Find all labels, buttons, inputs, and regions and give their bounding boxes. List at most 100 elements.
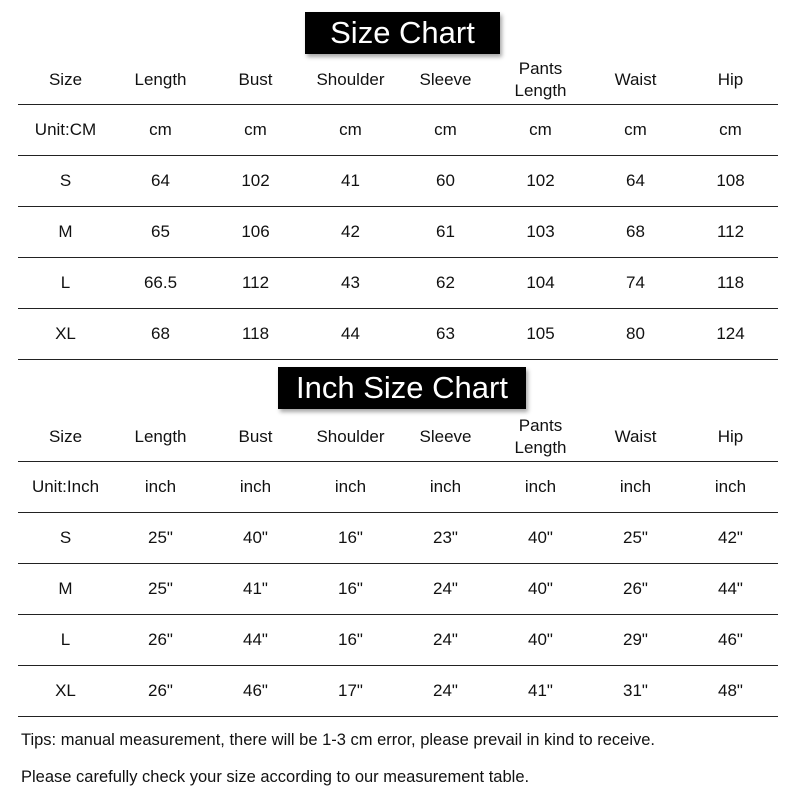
column-header: Pants Length: [514, 58, 567, 100]
inch-size-table: Size Length Bust Shoulder Sleeve Pants Length…: [18, 412, 778, 717]
table-row: XL 68 118 44 63 105 80 124: [18, 309, 778, 360]
table-cell: 41: [341, 171, 360, 190]
table-cell: 40": [528, 579, 553, 598]
table-cell: 26": [148, 630, 173, 649]
table-cell: 64: [626, 171, 645, 190]
table-cell: 68: [151, 324, 170, 343]
column-header: Shoulder: [316, 69, 385, 89]
size-label: Unit:Inch: [31, 477, 100, 496]
table-cell: 40": [528, 630, 553, 649]
table-cell: cm: [529, 120, 552, 139]
table-cell: 26": [148, 681, 173, 700]
column-header: Hip: [717, 69, 744, 89]
table-cell: 24": [433, 579, 458, 598]
tip-measurement-error: Tips: manual measurement, there will be …: [21, 731, 656, 749]
table-cell: inch: [239, 477, 272, 496]
column-header: Sleeve: [419, 69, 472, 89]
table-cell: 23": [433, 528, 458, 547]
table-row: M 25" 41" 16" 24" 40" 26" 44": [18, 564, 778, 615]
column-header: Size: [48, 426, 83, 446]
column-header: Waist: [614, 69, 657, 89]
table-cell: 24": [433, 630, 458, 649]
size-label: XL: [55, 681, 76, 700]
table-cell: 60: [436, 171, 455, 190]
table-cell: 112: [716, 222, 745, 241]
table-cell: 16": [338, 528, 363, 547]
column-header: Sleeve: [419, 426, 472, 446]
table-cell: 24": [433, 681, 458, 700]
table-cell: 25": [148, 579, 173, 598]
table-row: L 26" 44" 16" 24" 40" 29" 46": [18, 615, 778, 666]
table-cell: 41": [528, 681, 553, 700]
table-cell: 62: [436, 273, 455, 292]
table-cell: 108: [716, 171, 745, 190]
table-cell: 40": [528, 528, 553, 547]
table-cell: 44": [243, 630, 268, 649]
inch-chart-title: Inch Size Chart: [278, 367, 526, 409]
table-cell: 65: [151, 222, 170, 241]
cm-chart-title: Size Chart: [305, 12, 500, 54]
table-cell: 43: [341, 273, 360, 292]
size-label: S: [59, 171, 72, 190]
table-header-row: Size Length Bust Shoulder Sleeve Pants Length…: [18, 412, 778, 462]
table-cell: 40": [243, 528, 268, 547]
table-cell: 26": [623, 579, 648, 598]
unit-row: Unit:CM cm cm cm cm cm cm cm: [18, 105, 778, 156]
table-cell: 16": [338, 579, 363, 598]
table-cell: inch: [334, 477, 367, 496]
table-cell: 102: [526, 171, 555, 190]
table-cell: 41": [243, 579, 268, 598]
table-cell: 112: [241, 273, 270, 292]
table-cell: 104: [526, 273, 555, 292]
table-cell: 105: [526, 324, 555, 343]
table-cell: 42: [341, 222, 360, 241]
table-cell: cm: [719, 120, 742, 139]
table-cell: inch: [714, 477, 747, 496]
table-cell: 42": [718, 528, 743, 547]
tip-check-size: Please carefully check your size accordi…: [21, 768, 530, 786]
table-cell: inch: [144, 477, 177, 496]
table-row: S 25" 40" 16" 23" 40" 25" 42": [18, 513, 778, 564]
table-header-row: Size Length Bust Shoulder Sleeve Pants Length…: [18, 55, 778, 105]
size-label: L: [60, 630, 71, 649]
size-label: S: [59, 528, 72, 547]
cm-size-table: Size Length Bust Shoulder Sleeve Pants Length…: [18, 55, 778, 360]
table-cell: 124: [716, 324, 745, 343]
unit-row: Unit:Inch inch inch inch inch inch inch inch: [18, 462, 778, 513]
table-cell: 68: [626, 222, 645, 241]
table-row: XL 26" 46" 17" 24" 41" 31" 48": [18, 666, 778, 717]
table-cell: 25": [148, 528, 173, 547]
table-cell: 31": [623, 681, 648, 700]
table-cell: 61: [436, 222, 455, 241]
table-cell: inch: [524, 477, 557, 496]
table-cell: 66.5: [143, 273, 178, 292]
size-label: Unit:CM: [34, 120, 97, 139]
size-label: XL: [55, 324, 76, 343]
table-cell: cm: [624, 120, 647, 139]
table-row: M 65 106 42 61 103 68 112: [18, 207, 778, 258]
table-cell: 64: [151, 171, 170, 190]
table-cell: 46": [243, 681, 268, 700]
table-cell: cm: [244, 120, 267, 139]
table-cell: cm: [149, 120, 172, 139]
column-header: Shoulder: [316, 426, 385, 446]
column-header: Bust: [238, 426, 273, 446]
column-header: Bust: [238, 69, 273, 89]
table-cell: cm: [434, 120, 457, 139]
table-cell: 118: [241, 324, 270, 343]
size-label: M: [58, 222, 73, 241]
table-cell: 46": [718, 630, 743, 649]
column-header: Hip: [717, 426, 744, 446]
table-cell: 44": [718, 579, 743, 598]
table-cell: 106: [241, 222, 270, 241]
table-row: S 64 102 41 60 102 64 108: [18, 156, 778, 207]
table-cell: 25": [623, 528, 648, 547]
size-label: M: [58, 579, 73, 598]
table-cell: inch: [619, 477, 652, 496]
table-cell: 118: [716, 273, 745, 292]
column-header: Size: [48, 69, 83, 89]
table-row: L 66.5 112 43 62 104 74 118: [18, 258, 778, 309]
table-cell: 16": [338, 630, 363, 649]
column-header: Length: [134, 69, 187, 89]
table-cell: 17": [338, 681, 363, 700]
